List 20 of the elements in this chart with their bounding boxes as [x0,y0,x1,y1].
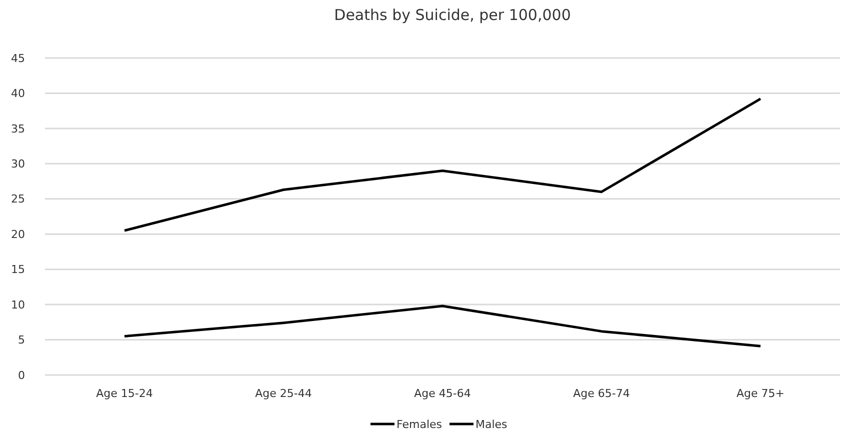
y-tick-label: 40 [11,87,25,100]
line-series [123,304,762,348]
legend-label: Females [396,418,442,431]
y-tick-label: 35 [11,122,25,136]
line-series [123,98,762,232]
chart-title: Deaths by Suicide, per 100,000 [334,6,571,24]
y-tick-label: 15 [11,263,25,276]
x-tick-label: Age 45-64 [414,387,471,400]
y-tick-label: 30 [11,158,25,171]
legend-label: Males [476,418,508,431]
x-tick-label: Age 65-74 [573,387,630,400]
y-tick-label: 45 [11,52,25,65]
x-tick-label: Age 25-44 [255,387,312,400]
x-tick-label: Age 15-24 [96,387,153,400]
y-tick-label: 0 [18,368,25,382]
y-tick-label: 20 [11,228,25,241]
y-tick-label: 25 [11,192,25,206]
x-tick-label: Age 75+ [736,387,784,400]
y-tick-label: 10 [11,298,25,312]
y-tick-label: 5 [18,334,25,347]
